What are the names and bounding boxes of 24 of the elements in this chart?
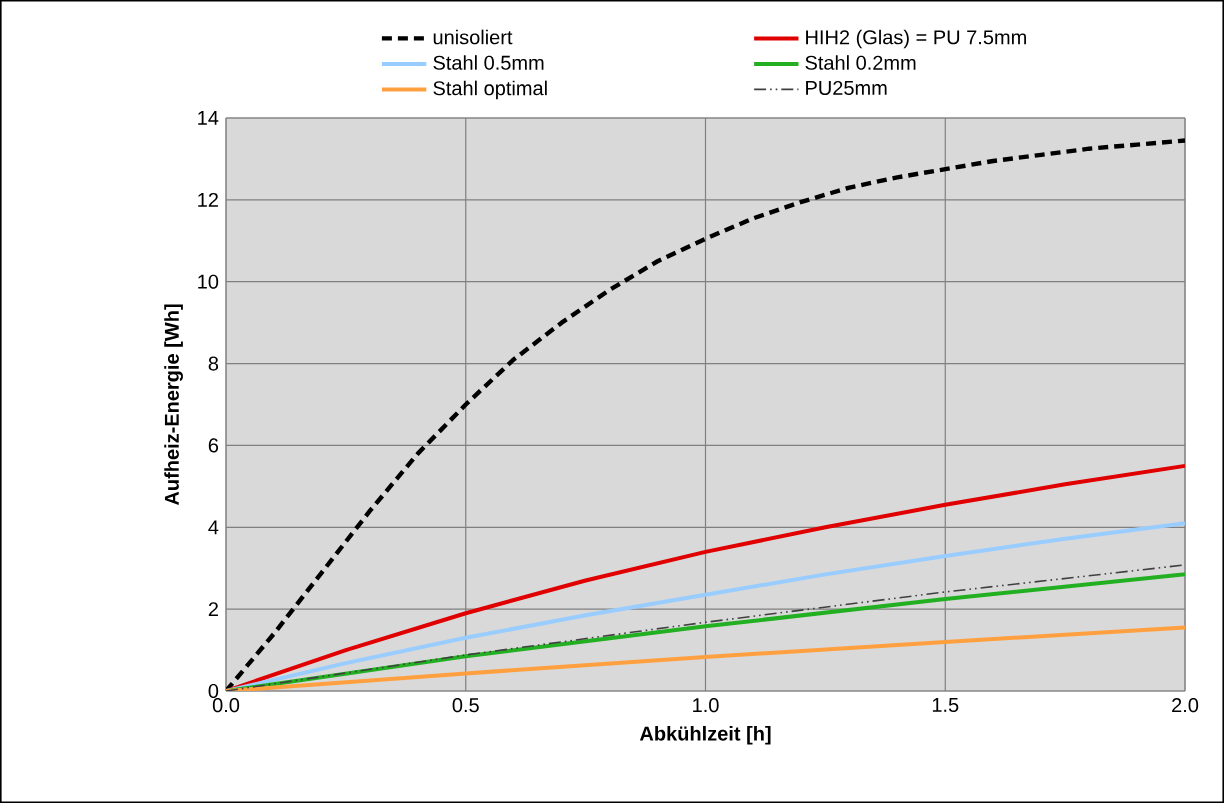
x-tick-label: 1.0: [693, 698, 719, 713]
y-tick-label: 14: [198, 111, 219, 125]
x-tick-label: 2.0: [1172, 698, 1199, 713]
x-tick-label: 1.5: [932, 698, 959, 713]
legend-label: Stahl optimal: [433, 80, 547, 100]
y-tick-label: 8: [208, 356, 219, 371]
y-tick-label: 10: [198, 274, 219, 289]
legend-label: Stahl 0.2mm: [805, 55, 916, 70]
line-series: [226, 521, 1186, 691]
legend-label: HIH2 (Glas) = PU 7.5mm: [806, 29, 1026, 49]
y-tick-label: 4: [208, 520, 219, 535]
x-tick-label: 0.0: [212, 698, 240, 713]
y-tick-label: 2: [208, 602, 218, 617]
y-tick-label: 0: [208, 683, 219, 699]
legend-label: Stahl 0.5mm: [433, 55, 544, 70]
x-axis-title: Abkühlzeit [h]: [639, 725, 771, 745]
line-series: [226, 463, 1186, 691]
y-tick-label: 12: [198, 192, 218, 207]
legend-label: unisoliert: [433, 29, 513, 45]
legend-label: PU25mm: [806, 80, 887, 96]
y-tick-label: 6: [208, 438, 219, 453]
x-tick-label: 0.5: [452, 698, 479, 713]
line-series: [226, 625, 1186, 691]
y-axis-title: Aufheiz-Energie [Wh]: [164, 304, 183, 506]
